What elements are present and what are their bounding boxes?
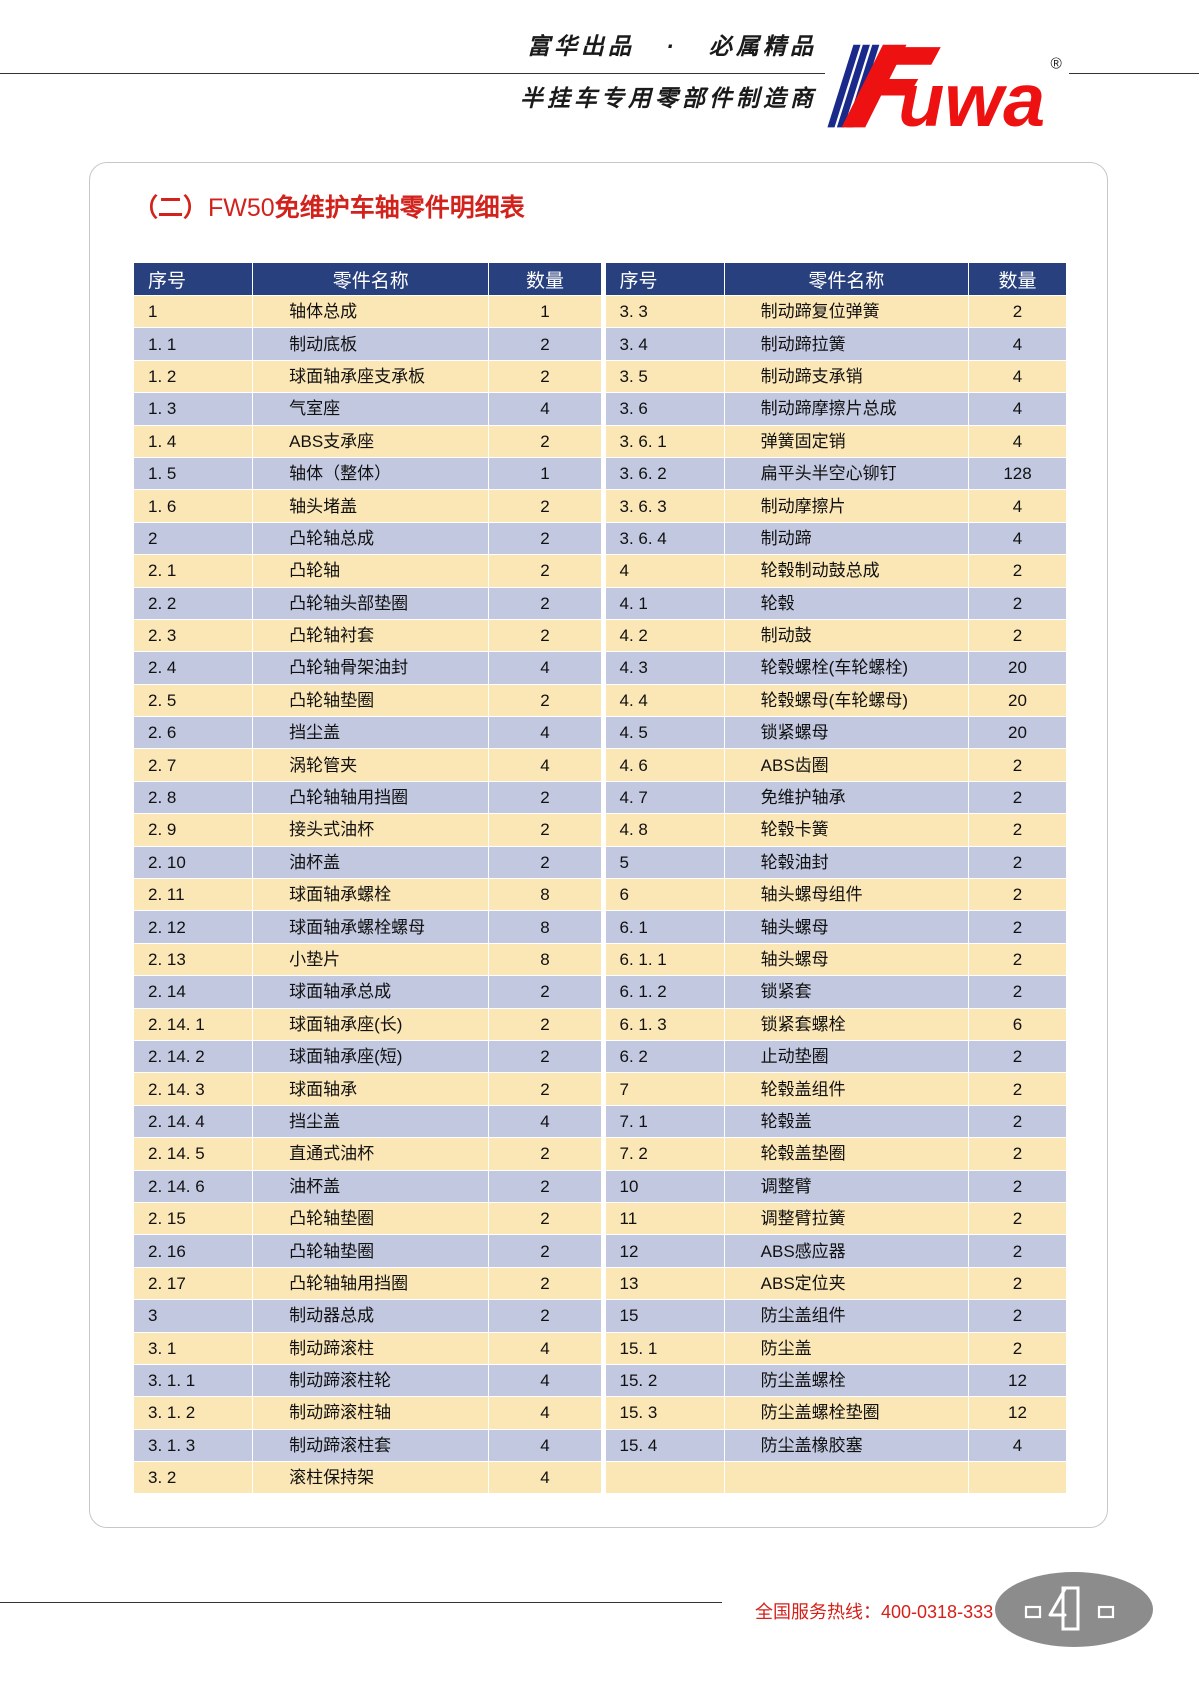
- svg-text:®: ®: [1050, 55, 1062, 72]
- svg-text:uwa: uwa: [898, 59, 1045, 132]
